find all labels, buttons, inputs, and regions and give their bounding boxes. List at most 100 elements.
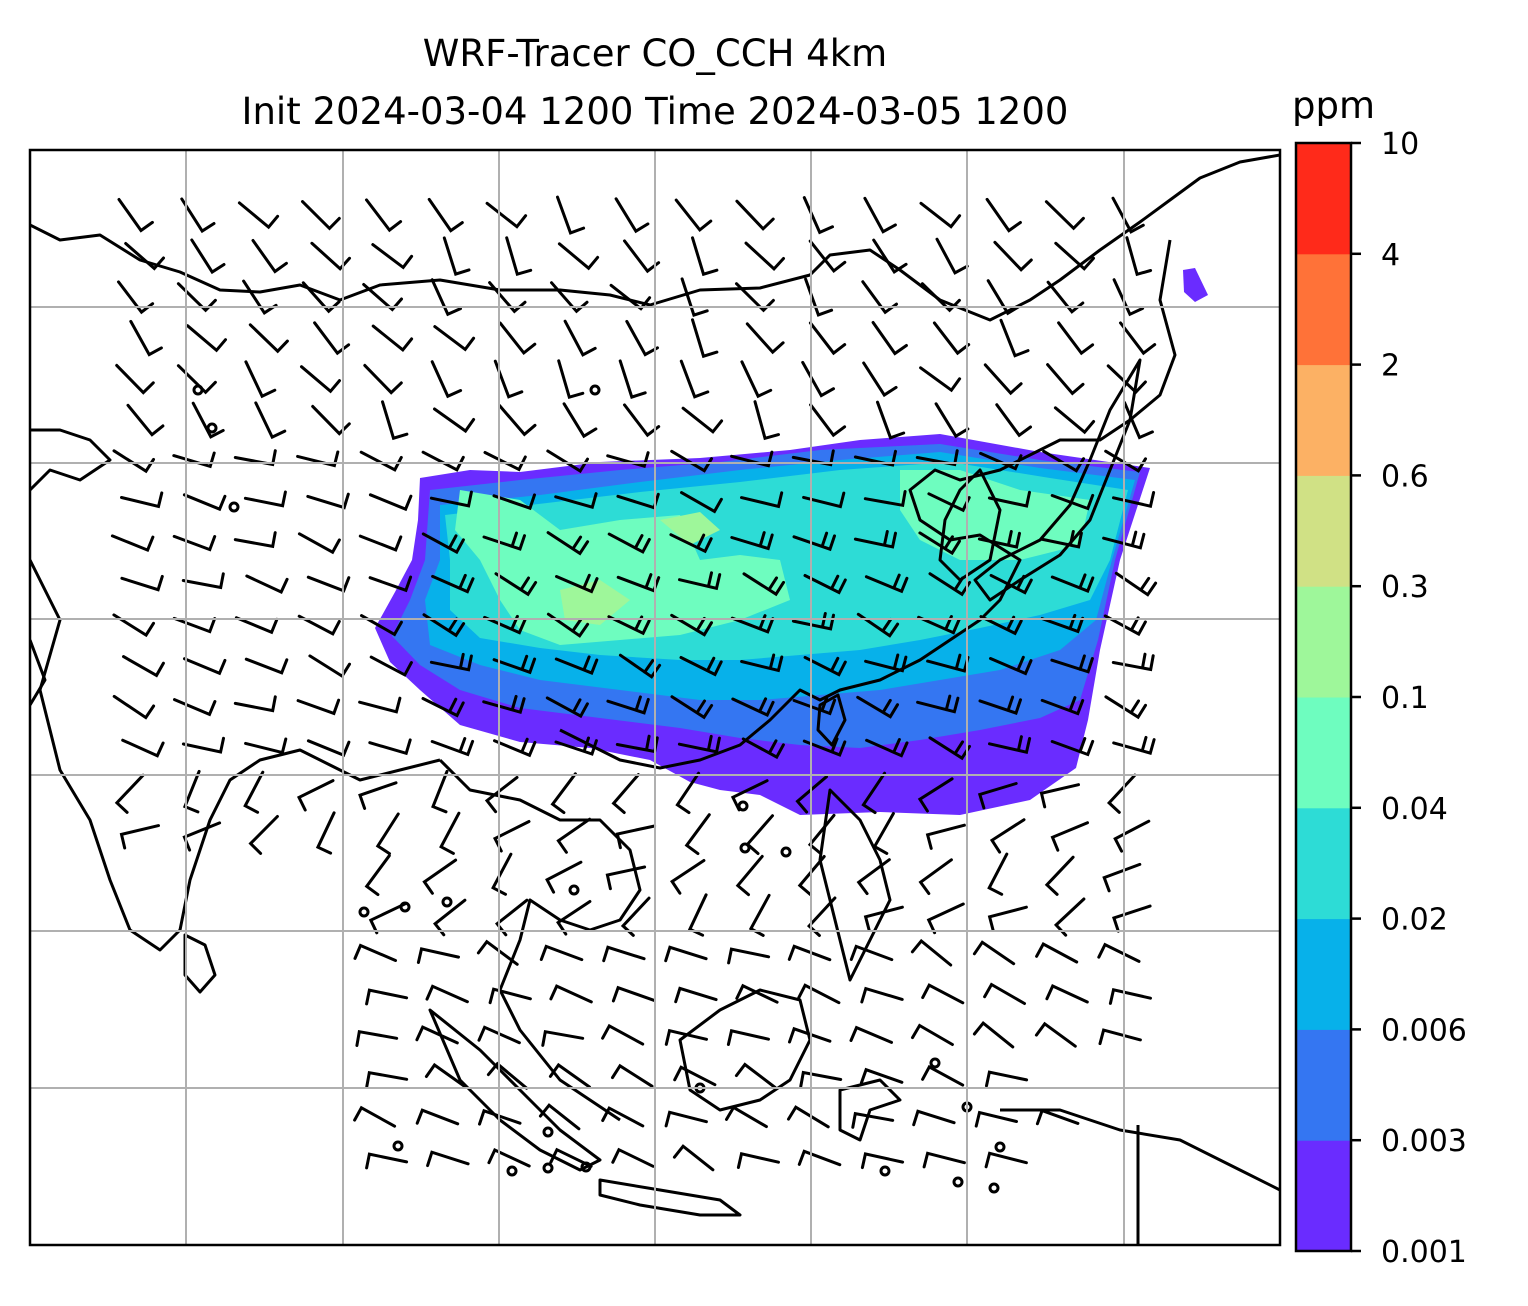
- wind-barb: [802, 196, 834, 235]
- wind-barb: [922, 1151, 966, 1169]
- wind-barb: [974, 1110, 1018, 1128]
- wind-barb: [365, 1152, 409, 1170]
- wind-barb: [987, 490, 1031, 508]
- wind-barb: [611, 985, 656, 1003]
- coast-indochina: [438, 758, 642, 1122]
- wind-barb: [245, 574, 289, 594]
- wind-barb: [740, 653, 784, 673]
- wind-barb: [853, 449, 897, 467]
- wind-barb: [623, 239, 661, 274]
- wind-barb: [863, 196, 897, 234]
- wind-barb: [601, 1023, 645, 1046]
- wind-barb: [233, 449, 277, 467]
- wind-barb: [856, 695, 899, 719]
- wind-barb: [1035, 1108, 1080, 1126]
- wind-barb: [431, 573, 475, 594]
- wind-barb: [364, 854, 391, 897]
- wind-barb: [989, 573, 1033, 595]
- wind-barb: [180, 197, 216, 234]
- wind-barb: [476, 939, 519, 966]
- wind-barb: [172, 534, 217, 552]
- wind-barb: [306, 492, 350, 510]
- wind-barb: [917, 777, 954, 813]
- wind-barb: [554, 736, 598, 756]
- wind-barb: [862, 361, 898, 398]
- wind-barb: [300, 365, 341, 394]
- wind-barb: [237, 201, 280, 230]
- wind-barb: [675, 771, 701, 815]
- wind-barb: [554, 655, 599, 675]
- calm-wind-circle: [739, 842, 751, 854]
- wind-barb: [804, 277, 834, 317]
- wind-barb: [368, 902, 407, 935]
- wind-barb: [422, 858, 458, 895]
- wind-barb: [539, 944, 584, 962]
- colorbar-segment: [1296, 253, 1351, 366]
- wind-barb: [618, 653, 662, 679]
- wind-barb: [1102, 862, 1142, 893]
- wind-barb: [425, 984, 469, 1004]
- wind-barb: [808, 321, 847, 356]
- wind-barb: [483, 451, 527, 472]
- tracer-level-0.1: [660, 512, 720, 545]
- wind-barb: [977, 782, 1018, 810]
- wind-barb: [678, 571, 722, 591]
- wind-barb: [362, 283, 403, 312]
- wind-barb: [620, 896, 651, 937]
- wind-barb: [545, 696, 589, 719]
- wind-barb: [731, 697, 775, 717]
- coast-new-guinea: [1000, 1108, 1280, 1192]
- wind-barb: [797, 1149, 842, 1167]
- wind-barb: [726, 1029, 770, 1046]
- wind-barb: [972, 940, 1016, 966]
- calm-wind-circle: [929, 1057, 941, 1069]
- wind-barb: [1054, 241, 1095, 271]
- wind-barb: [1045, 984, 1089, 1004]
- wind-barb: [664, 1028, 708, 1046]
- wind-barb: [233, 531, 277, 549]
- wind-barb: [674, 986, 718, 1004]
- wind-barb: [549, 984, 593, 1004]
- wind-barb: [120, 574, 164, 592]
- coast-arabia: [30, 639, 47, 706]
- wind-barb: [1106, 773, 1137, 814]
- wind-barb: [243, 770, 265, 814]
- wind-barb: [983, 363, 1023, 396]
- wind-barb: [664, 945, 708, 963]
- wind-barb: [679, 359, 710, 399]
- wind-barb: [421, 450, 465, 472]
- wind-barb: [602, 945, 646, 963]
- wind-barb: [1046, 363, 1085, 396]
- wind-barb: [864, 573, 909, 594]
- wind-barb: [371, 243, 414, 270]
- wind-barb: [856, 612, 900, 638]
- wind-barb: [871, 321, 908, 356]
- wind-barb: [297, 532, 341, 555]
- coast-japan: [973, 358, 1142, 602]
- wind-barb: [987, 905, 1028, 932]
- wind-barb: [607, 532, 651, 554]
- wind-barb: [244, 360, 277, 399]
- coast-srilanka: [183, 933, 217, 994]
- wind-barb: [795, 775, 828, 814]
- graticule: [30, 150, 1280, 1245]
- wind-barb: [999, 318, 1030, 358]
- coast-taiwan: [816, 693, 847, 747]
- wind-barb: [985, 1070, 1029, 1088]
- wind-barb: [181, 736, 225, 754]
- wind-barb: [1112, 491, 1156, 508]
- colorbar-tick-label: 0.001: [1381, 1235, 1467, 1270]
- wind-barb: [977, 530, 1021, 549]
- wind-barb: [1057, 321, 1095, 356]
- wind-barb: [680, 491, 723, 514]
- wind-barb: [1114, 571, 1158, 597]
- wind-barb: [985, 197, 1022, 233]
- wind-barb: [792, 696, 837, 716]
- wind-barb: [803, 655, 847, 677]
- wind-barb: [1050, 737, 1095, 757]
- tracer-level-0.04: [455, 490, 790, 645]
- wind-barb: [615, 824, 657, 850]
- wind-barb: [926, 902, 965, 935]
- wind-barb: [115, 363, 155, 395]
- wind-barb: [984, 1151, 1028, 1169]
